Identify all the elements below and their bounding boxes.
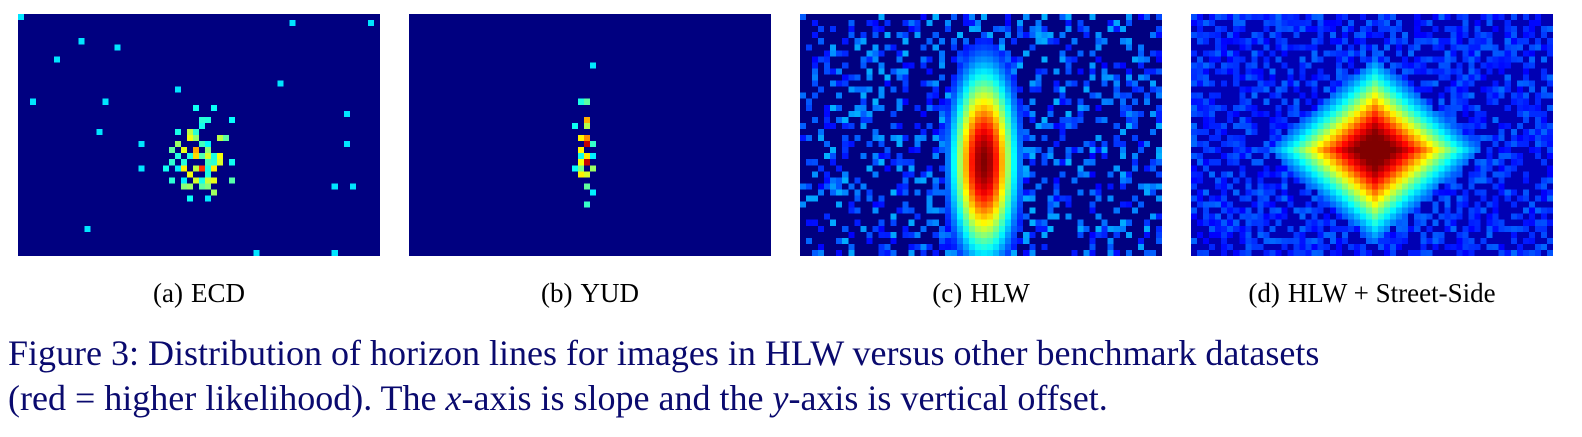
caption-text: -axis is slope and the xyxy=(461,378,773,418)
subcaption-a-name: ECD xyxy=(190,278,245,308)
hlw-heatmap xyxy=(800,14,1162,256)
subcaption-a: (a) ECD xyxy=(18,278,380,309)
subcaption-a-label: (a) xyxy=(153,278,183,308)
subcaption-b-name: YUD xyxy=(580,278,639,308)
subcaption-c-name: HLW xyxy=(970,278,1030,308)
yud-heatmap xyxy=(409,14,771,256)
caption-text: -axis is vertical offset. xyxy=(788,378,1108,418)
caption-text: (red = higher likelihood). The xyxy=(8,378,446,418)
subcaption-d-name: HLW + Street-Side xyxy=(1287,278,1496,308)
subcaption-d: (d) HLW + Street-Side xyxy=(1191,278,1553,309)
ecd-heatmap xyxy=(18,14,380,256)
panel-hlw-heatmap xyxy=(800,14,1162,256)
caption-y-symbol: y xyxy=(772,378,789,418)
panel-ecd-heatmap xyxy=(18,14,380,256)
subcaption-d-label: (d) xyxy=(1248,278,1280,308)
subcaption-b: (b) YUD xyxy=(409,278,771,309)
panel-yud-heatmap xyxy=(409,14,771,256)
panel-hlw-streetside-heatmap xyxy=(1191,14,1553,256)
caption-x-symbol: x xyxy=(445,378,462,418)
figure-caption-line-2: (red = higher likelihood). The x-axis is… xyxy=(8,376,1578,421)
figure-caption-line-1: Figure 3: Distribution of horizon lines … xyxy=(8,333,1320,373)
subcaption-c-label: (c) xyxy=(932,278,963,308)
hlw-streetside-heatmap xyxy=(1191,14,1553,256)
subcaption-c: (c) HLW xyxy=(800,278,1162,309)
subcaption-b-label: (b) xyxy=(541,278,573,308)
